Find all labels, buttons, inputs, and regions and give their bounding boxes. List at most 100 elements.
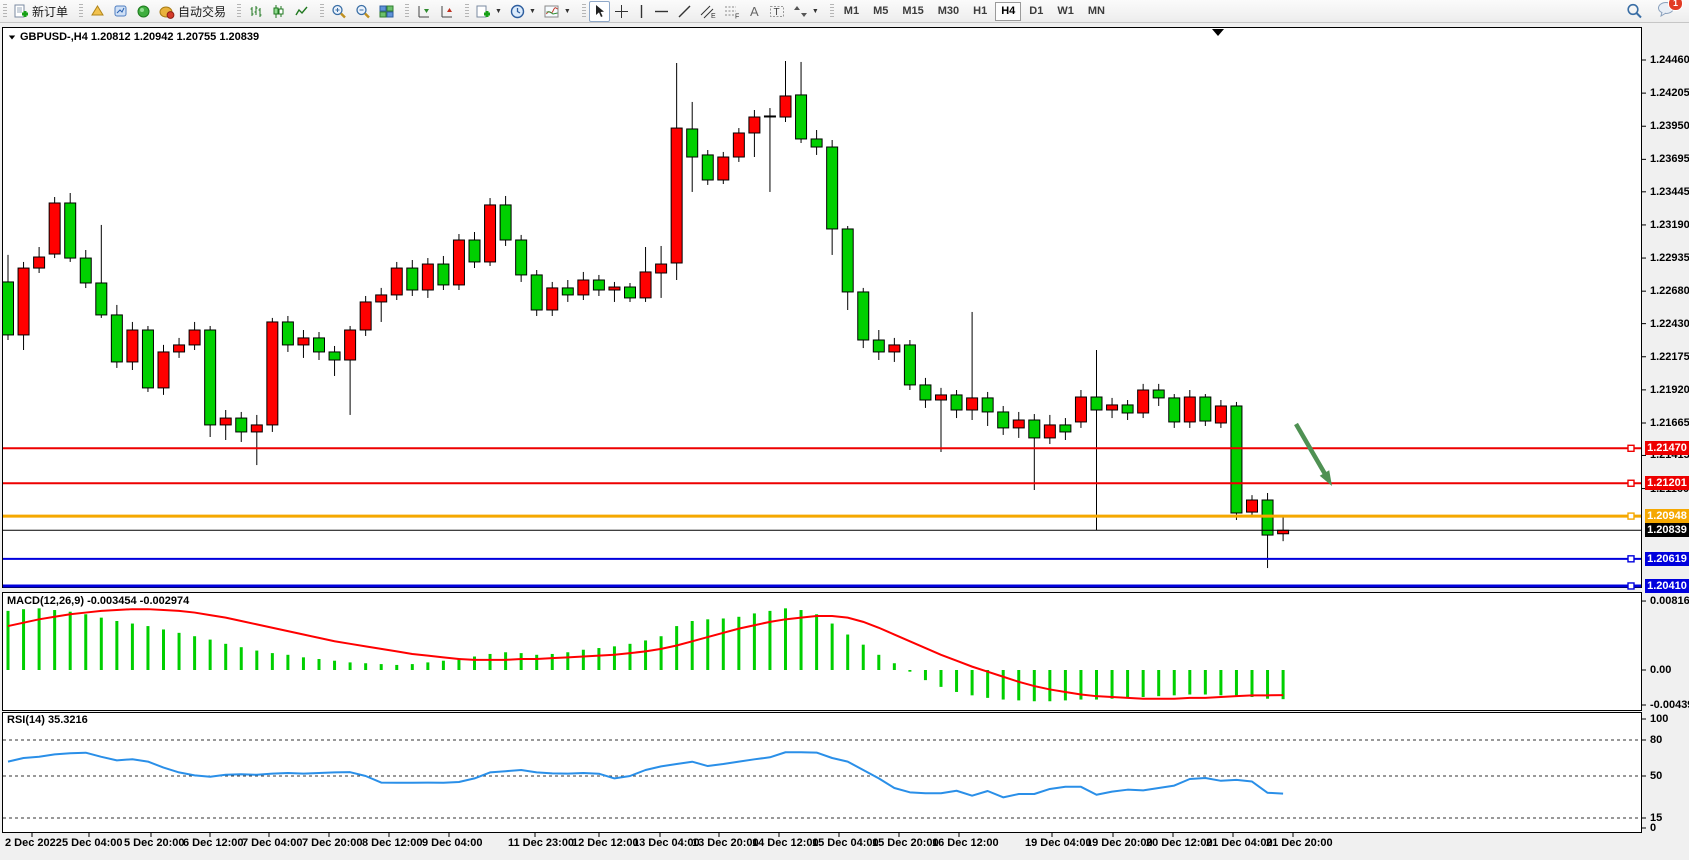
timeframe-button-m5[interactable]: M5 <box>873 4 889 17</box>
chart-title-text: GBPUSD-,H4 1.20812 1.20942 1.20755 1.208… <box>20 31 260 43</box>
rsi-axis-value: 0 <box>1650 822 1657 834</box>
fibonacci-button[interactable]: F <box>720 1 744 22</box>
toolbar-grip <box>3 3 7 19</box>
macd-axis-value: 0.008166 <box>1650 595 1689 608</box>
price-axis-value: 1.21665 <box>1650 416 1689 429</box>
candlestick-button[interactable] <box>267 1 290 22</box>
rsi-axis-value: 80 <box>1650 734 1663 746</box>
timeframe-button-h4[interactable]: H4 <box>995 1 1022 21</box>
line-chart-icon <box>294 4 309 19</box>
time-axis-value: 21 Dec 20:00 <box>1266 837 1333 849</box>
toolbar-group-arrange <box>402 0 462 22</box>
crosshair-button[interactable] <box>610 1 633 22</box>
toolbar-grip <box>237 3 242 19</box>
new-chart-icon <box>476 4 491 19</box>
time-axis-value: 13 Dec 04:00 <box>633 837 700 849</box>
candlestick-icon <box>271 4 286 19</box>
time-axis-value: 7 Dec 04:00 <box>242 837 303 849</box>
macd-panel[interactable] <box>2 592 1642 711</box>
autotrading-icon <box>159 4 175 19</box>
price-axis-value: 1.23950 <box>1650 120 1689 133</box>
timeframe-button-mn[interactable]: MN <box>1087 4 1105 17</box>
indicators-button[interactable]: ▼ <box>540 1 575 22</box>
autotrading-button[interactable]: 自动交易 <box>155 1 230 22</box>
timeframe-button-d1[interactable]: D1 <box>1029 4 1044 17</box>
line-chart-button[interactable] <box>290 1 313 22</box>
zoom-out-icon <box>355 4 371 19</box>
chevron-down-icon: ▼ <box>495 7 502 15</box>
chat-badge: 1 <box>1668 0 1683 11</box>
toolbar-group-chart-type <box>234 0 317 22</box>
chat-button[interactable]: 1 <box>1657 0 1683 22</box>
time-axis-value: 12 Dec 12:00 <box>572 837 639 849</box>
text-button[interactable]: A <box>744 1 765 22</box>
timeframe-button-m15[interactable]: M15 <box>902 4 924 17</box>
arrange-charts-button[interactable] <box>412 1 435 22</box>
price-axis-value: 1.21920 <box>1650 383 1689 396</box>
price-axis-value: 1.23445 <box>1650 185 1689 198</box>
price-line-tag[interactable]: 1.20410 <box>1645 578 1689 593</box>
period-clock-button[interactable]: ▼ <box>506 1 540 22</box>
price-line-tag[interactable]: 1.21201 <box>1645 476 1689 491</box>
channel-button[interactable]: E <box>696 1 720 22</box>
search-icon[interactable] <box>1626 3 1643 19</box>
timeframe-button-w1[interactable]: W1 <box>1057 4 1074 17</box>
timeframe-button-m1[interactable]: M1 <box>843 4 860 17</box>
time-axis-value: 19 Dec 20:00 <box>1086 837 1153 849</box>
tile-windows-icon <box>379 4 394 19</box>
price-line-tag[interactable]: 1.20839 <box>1645 523 1689 538</box>
arrange-cascade-button[interactable] <box>435 1 458 22</box>
price-axis-value: 1.24460 <box>1650 54 1689 66</box>
period-clock-icon <box>510 4 525 19</box>
toolbar-grip <box>320 3 325 19</box>
text-label-button[interactable]: T <box>765 1 789 22</box>
timeframe-button-m30[interactable]: M30 <box>937 4 960 17</box>
text-icon: A <box>748 4 761 19</box>
toolbar-grip <box>581 3 586 19</box>
gold-button[interactable] <box>86 1 109 22</box>
price-line-tag[interactable]: 1.21470 <box>1645 441 1689 456</box>
timeframe-button-h1[interactable]: H1 <box>973 4 988 17</box>
macd-axis-value: -0.004392 <box>1650 699 1689 711</box>
chart-title: GBPUSD-,H4 1.20812 1.20942 1.20755 1.208… <box>8 31 259 43</box>
fibonacci-icon: F <box>724 4 740 20</box>
macd-label: MACD(12,26,9) -0.003454 -0.002974 <box>7 595 190 607</box>
rsi-panel[interactable] <box>2 712 1642 833</box>
bar-chart-button[interactable] <box>244 1 267 22</box>
price-line-tag[interactable]: 1.20619 <box>1645 551 1689 566</box>
arrange-cascade-icon <box>439 4 454 19</box>
time-axis-value: 5 Dec 04:00 <box>62 837 123 849</box>
signals-button[interactable] <box>132 1 155 22</box>
cursor-button[interactable] <box>588 0 610 22</box>
vertical-line-icon <box>637 4 646 19</box>
new-chart-button[interactable]: ▼ <box>472 1 506 22</box>
zoom-out-button[interactable] <box>351 1 375 22</box>
time-axis-value: 6 Dec 12:00 <box>183 837 244 849</box>
trendline-button[interactable] <box>673 1 696 22</box>
market-watch-icon <box>113 4 128 19</box>
toolbar-grip <box>465 3 470 19</box>
arrows-button[interactable]: ▼ <box>789 1 823 22</box>
time-axis-value: 7 Dec 20:00 <box>302 837 363 849</box>
time-axis-value: 11 Dec 23:00 <box>508 837 575 849</box>
tile-windows-button[interactable] <box>375 1 398 22</box>
time-axis-value: 19 Dec 04:00 <box>1025 837 1092 849</box>
chart-menu-icon[interactable] <box>8 35 16 40</box>
zoom-in-button[interactable] <box>327 1 351 22</box>
market-watch-button[interactable] <box>109 1 132 22</box>
time-axis-value: 13 Dec 20:00 <box>692 837 759 849</box>
horizontal-line-button[interactable] <box>650 1 673 22</box>
svg-text:A: A <box>750 4 759 18</box>
bar-chart-icon <box>248 4 263 19</box>
rsi-axis-value: 50 <box>1650 770 1663 782</box>
autotrading-label: 自动交易 <box>178 4 227 19</box>
new-order-button[interactable]: 新订单 <box>10 1 72 22</box>
rsi-label: RSI(14) 35.3216 <box>7 714 88 726</box>
indicators-icon <box>544 4 560 19</box>
channel-icon: E <box>700 4 716 20</box>
vertical-line-button[interactable] <box>633 1 650 22</box>
new-order-label: 新订单 <box>32 4 69 19</box>
price-line-tag[interactable]: 1.20948 <box>1645 509 1689 524</box>
toolbar-right: 1 <box>1626 0 1689 22</box>
price-panel[interactable] <box>2 27 1642 588</box>
